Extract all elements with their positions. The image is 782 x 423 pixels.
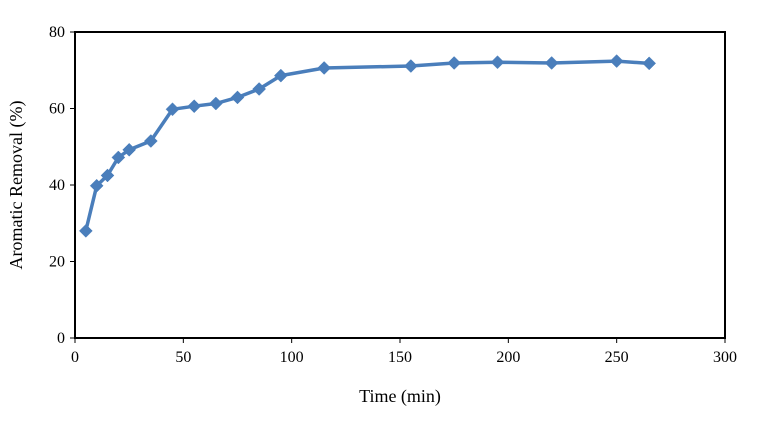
y-tick-label: 40 — [49, 177, 65, 194]
axes-layer: 0 50 100 150 200 250 300 0 20 40 60 80 — [49, 24, 737, 366]
y-axis-title: Aromatic Removal (%) — [6, 101, 27, 270]
x-axis-title: Time (min) — [359, 386, 441, 407]
data-point-marker — [403, 59, 418, 73]
data-point-marker — [100, 168, 115, 183]
plot-area-frame — [74, 31, 726, 339]
x-tick-label: 150 — [388, 349, 412, 366]
x-tick-label: 250 — [605, 349, 629, 366]
y-tick-label: 20 — [49, 254, 65, 271]
data-point-marker — [143, 134, 158, 148]
data-point-marker — [447, 56, 462, 70]
data-point-marker — [609, 54, 624, 68]
data-point-marker — [642, 56, 657, 71]
series-layer — [78, 54, 657, 238]
x-tick-label: 100 — [280, 349, 304, 366]
data-point-marker — [230, 90, 245, 105]
data-point-marker — [187, 99, 202, 114]
x-tick-label: 50 — [175, 349, 191, 366]
data-point-marker — [111, 150, 126, 165]
data-point-marker — [273, 68, 288, 83]
series-line — [84, 59, 651, 233]
y-tick-label: 80 — [49, 24, 65, 41]
data-point-marker — [208, 96, 223, 111]
data-point-marker — [122, 142, 137, 157]
data-point-marker — [78, 224, 93, 238]
data-point-marker — [544, 56, 559, 70]
data-point-marker — [252, 82, 267, 96]
data-point-marker — [165, 102, 180, 117]
x-tick-label: 200 — [496, 349, 520, 366]
y-tick-label: 60 — [49, 101, 65, 118]
x-tick-label: 300 — [713, 349, 737, 366]
data-point-marker — [89, 178, 104, 193]
y-tick-label: 0 — [57, 330, 65, 347]
data-point-marker — [317, 61, 332, 75]
data-point-marker — [490, 55, 505, 70]
x-tick-label: 0 — [71, 349, 79, 366]
